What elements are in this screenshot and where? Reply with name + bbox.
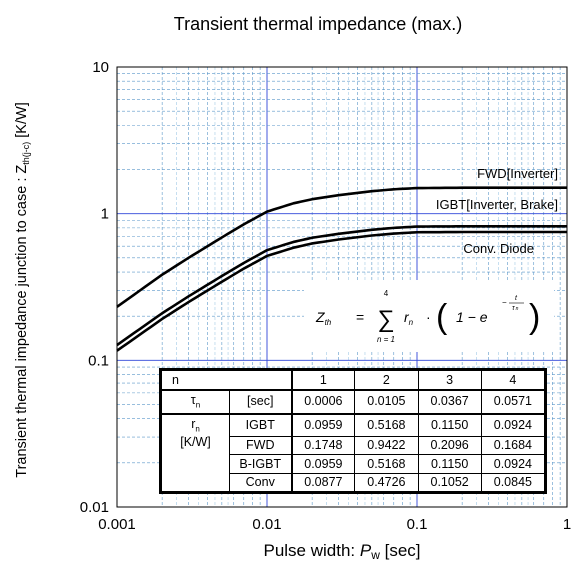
y-tick-label: 10 xyxy=(92,59,109,76)
table-cell: 0.1684 xyxy=(480,435,546,456)
table-row-fwd: [K/W] FWD 0.1748 0.9422 0.2096 0.1684 xyxy=(161,435,546,456)
table-cell: 0.1150 xyxy=(417,454,482,474)
table-tau-label: τn xyxy=(161,389,230,415)
table-row-conv: Conv 0.0877 0.4726 0.1052 0.0845 xyxy=(161,472,546,493)
table-r-spacer xyxy=(161,473,230,493)
table-cell: 0.0877 xyxy=(290,472,356,493)
table-cell: 0.0924 xyxy=(480,454,546,474)
table-header-1: 1 xyxy=(290,369,356,391)
table-row-tau: τn [sec] 0.0006 0.0105 0.0367 0.0571 xyxy=(161,389,546,415)
x-tick-label: 0.1 xyxy=(407,516,428,533)
formula-sum-top: 4 xyxy=(384,289,389,298)
formula-paren-close: ) xyxy=(529,298,540,336)
parameter-table: n 1 2 3 4 τn [sec] 0.0006 0.0105 0.0367 … xyxy=(159,368,547,494)
series-line-conv xyxy=(116,230,567,352)
table-cell: 0.0845 xyxy=(480,472,546,493)
table-cell: 0.1748 xyxy=(290,435,356,456)
table-header-empty xyxy=(229,369,292,391)
table-header-row: n 1 2 3 4 xyxy=(161,369,546,391)
table-r-label: rn xyxy=(161,413,230,437)
formula-box xyxy=(304,280,554,352)
table-tau-unit: [sec] xyxy=(229,389,292,415)
table-cell: 0.0105 xyxy=(354,389,419,415)
formula-equals: = xyxy=(356,309,364,325)
series-line-igbt xyxy=(116,225,567,347)
y-tick-label: 0.1 xyxy=(88,352,109,369)
x-axis-label: Pulse width: Pw [sec] xyxy=(263,541,420,562)
formula-exp-num: t xyxy=(515,295,518,302)
table-cell: 0.5168 xyxy=(354,454,419,474)
formula-lhs: Zth xyxy=(315,309,332,327)
table-cell: 0.5168 xyxy=(354,413,419,437)
table-header-2: 2 xyxy=(354,369,419,391)
table-cell: 0.0959 xyxy=(290,454,356,474)
table-cell: 0.2096 xyxy=(417,435,482,456)
curves xyxy=(116,186,568,352)
x-tick-label: 1 xyxy=(563,516,571,533)
table-row-b-igbt: B-IGBT 0.0959 0.5168 0.1150 0.0924 xyxy=(161,454,546,474)
table-row-label: Conv xyxy=(229,472,292,493)
table-cell: 0.0924 xyxy=(480,413,546,437)
formula-sum-bottom: n = 1 xyxy=(377,335,395,344)
table-cell: 0.0367 xyxy=(417,389,482,415)
series-label-fwd: FWD[Inverter] xyxy=(477,166,558,181)
table-cell: 0.1150 xyxy=(417,413,482,437)
table-cell: 0.9422 xyxy=(354,435,419,456)
plot-frame xyxy=(116,66,568,508)
formula-body: 1 − e xyxy=(456,309,488,325)
y-axis-label: Transient thermal impedance junction to … xyxy=(14,102,31,477)
y-tick-label: 1 xyxy=(101,206,109,223)
table-row-label: IGBT xyxy=(229,413,292,437)
formula-exp-den: τn xyxy=(512,305,519,312)
formula-sum-sign: ∑ xyxy=(377,306,394,333)
table-row-igbt: rn IGBT 0.0959 0.5168 0.1150 0.0924 xyxy=(161,413,546,437)
series-label-conv: Conv. Diode xyxy=(463,241,534,256)
series-line-fwd xyxy=(116,186,568,308)
table-row-label: B-IGBT xyxy=(229,454,292,474)
table-cell: 0.1052 xyxy=(417,472,482,493)
x-tick-label: 0.01 xyxy=(252,516,281,533)
table-row-label: FWD xyxy=(229,435,292,456)
formula-dot: · xyxy=(426,309,431,325)
table-cell: 0.0006 xyxy=(290,389,356,415)
table-cell: 0.0959 xyxy=(290,413,356,437)
formula-r: rn xyxy=(404,309,414,327)
series-label-igbt: IGBT[Inverter, Brake] xyxy=(436,197,558,212)
formula-paren-open: ( xyxy=(436,298,448,336)
table-r-spacer xyxy=(161,454,230,474)
chart-title: Transient thermal impedance (max.) xyxy=(174,14,462,34)
x-tick-label: 0.001 xyxy=(98,516,136,533)
y-tick-label: 0.01 xyxy=(80,499,109,516)
table-header-4: 4 xyxy=(480,369,546,391)
table-header-3: 3 xyxy=(417,369,482,391)
formula-exp-minus: − xyxy=(502,298,507,307)
table-header-n: n xyxy=(161,369,230,391)
table-cell: 0.4726 xyxy=(354,472,419,493)
formula-annotation: Zth = 4 ∑ n = 1 rn · ( 1 − e − t τn ) xyxy=(304,280,554,352)
table-r-unit: [K/W] xyxy=(161,436,230,455)
table-cell: 0.0571 xyxy=(480,389,546,415)
